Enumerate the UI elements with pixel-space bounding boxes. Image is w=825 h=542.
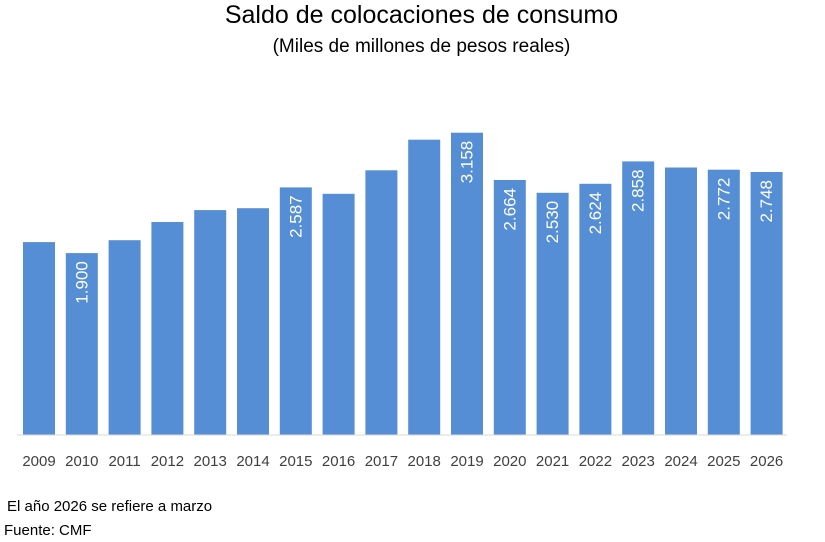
bar-2009 <box>23 242 55 435</box>
x-tick-label: 2012 <box>151 453 184 470</box>
bar-2011 <box>108 240 141 435</box>
x-tick-label: 2022 <box>579 453 612 470</box>
bar-2014 <box>237 208 269 435</box>
bar-2026 <box>750 172 783 435</box>
bar-2019 <box>451 132 483 435</box>
source-note: Fuente: CMF <box>4 522 92 539</box>
bar-2015 <box>279 187 312 435</box>
data-label-2021: 2.530 <box>543 201 562 244</box>
data-label-2019: 3.158 <box>458 141 477 184</box>
bar-2016 <box>322 193 355 435</box>
x-tick-label: 2013 <box>194 453 227 470</box>
bar-chart: 1.900 2.587 3.158 2.664 2.530 2.624 2.858 2.772… <box>17 132 787 470</box>
x-tick-label: 2017 <box>365 453 398 470</box>
x-tick-label: 2024 <box>664 453 697 470</box>
period-note: El año 2026 se refiere a marzo <box>7 498 213 515</box>
bar-2013 <box>194 210 227 435</box>
bar-2022 <box>579 183 612 435</box>
bar-2023 <box>622 161 655 435</box>
x-tick-label: 2020 <box>493 453 526 470</box>
x-tick-label: 2021 <box>536 453 569 470</box>
data-label-2026: 2.748 <box>757 180 776 223</box>
data-label-2022: 2.624 <box>586 192 605 235</box>
x-tick-label: 2018 <box>408 453 441 470</box>
chart-title: Saldo de colocaciones de consumo <box>224 1 619 29</box>
bar-2012 <box>151 222 184 435</box>
bar-2010 <box>65 253 98 435</box>
x-tick-label: 2019 <box>450 453 483 470</box>
x-tick-label: 2026 <box>750 453 783 470</box>
bar-2018 <box>408 139 441 435</box>
bar-2017 <box>365 170 398 436</box>
x-tick-label: 2015 <box>279 453 312 470</box>
bar-2021 <box>536 192 569 435</box>
bar-2025 <box>707 169 740 435</box>
bar-2024 <box>665 167 697 435</box>
x-tick-label: 2010 <box>65 453 98 470</box>
data-label-2015: 2.587 <box>286 195 305 238</box>
x-tick-label: 2014 <box>236 453 269 470</box>
x-tick-label: 2023 <box>622 453 655 470</box>
bar-2020 <box>493 180 526 435</box>
x-tick-label: 2016 <box>322 453 355 470</box>
x-tick-label: 2009 <box>22 453 55 470</box>
data-label-2020: 2.664 <box>500 188 519 231</box>
x-tick-label: 2025 <box>707 453 740 470</box>
data-label-2025: 2.772 <box>714 178 733 221</box>
x-tick-label: 2011 <box>108 453 140 470</box>
data-label-2023: 2.858 <box>629 169 648 212</box>
chart-subtitle: (Miles de millones de pesos reales) <box>272 36 571 57</box>
data-label-2010: 1.900 <box>72 261 91 304</box>
